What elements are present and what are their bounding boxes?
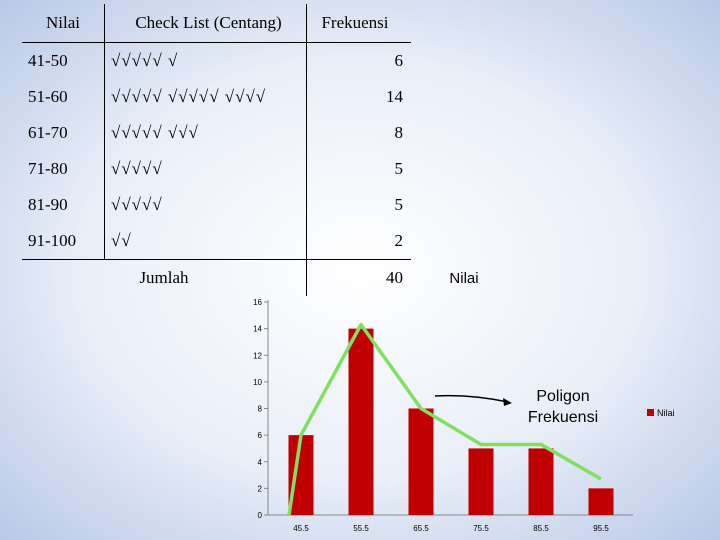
row-ticks: √√√√√ √ (104, 42, 307, 79)
legend-label: Nilai (657, 408, 675, 418)
x-tick-label: 55.5 (353, 524, 369, 533)
x-tick-label: 45.5 (293, 524, 309, 533)
bar (348, 328, 374, 515)
y-tick-label: 2 (258, 484, 263, 493)
row-freq: 2 (394, 231, 404, 250)
header-nilai: Nilai (22, 4, 105, 43)
row-range: 71-80 (22, 151, 105, 187)
chart-title: Nilai (449, 270, 478, 287)
bar (408, 408, 434, 515)
y-tick-label: 10 (253, 378, 262, 387)
row-ticks: √√√√√ (104, 151, 307, 187)
annotation-arrowhead (503, 398, 512, 406)
row-ticks: √√√√√ √√√√√ √√√√ (104, 79, 307, 115)
x-tick-label: 65.5 (413, 524, 429, 533)
frequency-table: Nilai Check List (Centang) Frekuensi 41-… (22, 4, 411, 296)
bar (468, 448, 494, 515)
annotation-line1: Poligon (536, 388, 589, 405)
row-freq: 5 (394, 195, 404, 214)
row-range: 61-70 (22, 115, 105, 151)
plot-area: 0 2 4 6 8 10 12 14 16 45.5 55.5 65.5 75.5 85.5 95.5 (253, 298, 633, 533)
y-tick-label: 6 (258, 431, 263, 440)
total-value: 40 (306, 259, 411, 296)
row-range: 51-60 (22, 79, 105, 115)
table-row: 81-90 √√√√√ 5 (22, 187, 411, 223)
x-tick-label: 75.5 (473, 524, 489, 533)
x-tick-label: 95.5 (593, 524, 609, 533)
row-freq: 14 (386, 87, 403, 106)
y-tick-label: 16 (253, 298, 262, 307)
header-checklist: Check List (Centang) (104, 4, 307, 43)
header-frekuensi: Frekuensi (306, 4, 411, 43)
row-range: 81-90 (22, 187, 105, 223)
row-ticks: √√√√√ (104, 187, 307, 223)
bar (528, 448, 554, 515)
annotation-line2: Frekuensi (528, 409, 598, 426)
y-tick-label: 4 (258, 458, 263, 467)
y-tick-label: 14 (253, 325, 262, 334)
row-freq: 6 (394, 51, 404, 70)
annotation-arrow (434, 394, 509, 403)
row-ticks: √√√√√ √√√ (104, 115, 307, 151)
legend-swatch (647, 409, 654, 416)
table-row: 51-60 √√√√√ √√√√√ √√√√ 14 (22, 79, 411, 115)
x-tick-label: 85.5 (533, 524, 549, 533)
row-range: 41-50 (22, 42, 105, 79)
table-row: 61-70 √√√√√ √√√ 8 (22, 115, 411, 151)
table-row: 71-80 √√√√√ 5 (22, 151, 411, 187)
table-header-row: Nilai Check List (Centang) Frekuensi (22, 4, 411, 43)
y-tick-label: 8 (258, 405, 263, 414)
table-total-row: Jumlah 40 (22, 259, 411, 296)
total-label: Jumlah (22, 259, 307, 296)
y-tick-label: 12 (253, 351, 262, 360)
table-row: 41-50 √√√√√ √ 6 (22, 42, 411, 79)
bar (588, 488, 614, 515)
row-range: 91-100 (22, 223, 105, 260)
row-freq: 5 (394, 159, 404, 178)
table-row: 91-100 √√ 2 (22, 223, 411, 260)
row-freq: 8 (394, 123, 404, 142)
row-ticks: √√ (104, 223, 307, 260)
frequency-polygon (287, 322, 602, 516)
y-tick-label: 0 (258, 511, 263, 520)
